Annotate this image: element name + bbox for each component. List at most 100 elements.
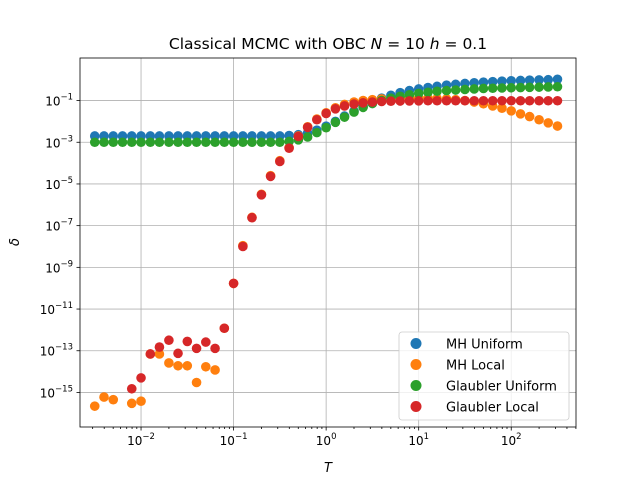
data-point [256, 190, 267, 200]
data-point [228, 278, 239, 289]
x-tick-label: 10−2 [127, 432, 155, 448]
legend-label-glaubler-local: Glaubler Local [446, 401, 539, 416]
data-point [89, 401, 100, 411]
data-point [450, 95, 461, 106]
y-tick-label: 10−5 [45, 176, 73, 192]
data-point [173, 348, 183, 359]
data-point [358, 98, 368, 108]
data-point [321, 122, 331, 133]
data-point [265, 171, 276, 182]
data-point [404, 96, 415, 106]
data-point [469, 95, 480, 106]
data-point [349, 99, 359, 109]
legend-label-mh-uniform: MH Uniform [446, 338, 523, 353]
x-tick-label: 10−1 [220, 432, 248, 448]
data-point [89, 137, 100, 148]
plot-area-frame [79, 57, 577, 428]
x-tick-label: 101 [408, 432, 429, 448]
data-point [117, 137, 128, 148]
data-point [330, 117, 341, 128]
data-point [219, 323, 230, 334]
data-point [506, 95, 517, 106]
data-point [497, 95, 507, 106]
data-point [293, 131, 304, 142]
data-point [136, 396, 146, 407]
data-point [497, 76, 507, 86]
data-point [201, 361, 211, 372]
y-tick-label: 10−13 [40, 343, 73, 359]
data-point [173, 137, 183, 148]
data-point [478, 95, 489, 106]
data-point [506, 75, 517, 86]
data-point [432, 86, 442, 97]
data-point [339, 101, 350, 111]
y-tick-label: 10−9 [45, 259, 73, 275]
data-point [423, 95, 433, 106]
data-points [89, 74, 563, 411]
legend-label-mh-local: MH Local [446, 359, 505, 374]
data-point [210, 343, 220, 354]
data-point [228, 137, 239, 148]
data-point [524, 75, 535, 85]
data-point [238, 137, 248, 148]
data-point [543, 118, 554, 128]
data-point [312, 114, 322, 125]
data-point [182, 137, 193, 148]
data-point [302, 122, 313, 133]
data-point [515, 95, 526, 106]
data-point [238, 241, 248, 252]
data-point [275, 156, 285, 167]
data-point [265, 137, 276, 148]
data-point [478, 83, 489, 94]
data-point [376, 96, 387, 107]
data-point [164, 335, 174, 346]
data-point [515, 75, 526, 86]
data-point [534, 75, 544, 85]
legend-box [398, 331, 570, 421]
data-point [99, 392, 109, 402]
legend-marker-mh-local [410, 359, 422, 370]
data-point [506, 106, 517, 116]
data-point [432, 95, 442, 106]
data-point [534, 114, 544, 125]
data-point [164, 358, 174, 368]
data-point [524, 111, 535, 122]
data-point [126, 398, 137, 409]
data-point [173, 360, 183, 371]
data-point [108, 137, 119, 148]
legend: MH Uniform MH Local Glaubler Uniform Gla… [398, 331, 570, 421]
data-point [395, 96, 405, 106]
data-point [312, 127, 322, 138]
data-point [552, 121, 563, 131]
data-point [154, 349, 165, 359]
data-point [201, 137, 211, 148]
data-point [154, 137, 165, 148]
data-point [136, 137, 146, 148]
y-tick-label: 10−11 [40, 301, 73, 317]
legend-marker-glaubler-local [410, 401, 422, 412]
y-tick-label: 10−1 [45, 93, 73, 109]
data-point [219, 137, 230, 148]
data-point [210, 365, 220, 375]
y-tick-label: 10−7 [45, 218, 73, 234]
data-point [460, 95, 470, 106]
data-point [497, 83, 507, 93]
data-point [99, 137, 109, 148]
data-point [367, 97, 378, 107]
data-point [413, 96, 424, 106]
data-point [423, 87, 433, 98]
series-glaubler-uniform [89, 81, 563, 148]
data-point [552, 74, 563, 85]
data-point [247, 212, 257, 223]
data-point [145, 349, 156, 359]
data-point [136, 373, 146, 383]
data-point [386, 96, 396, 107]
data-point [321, 108, 331, 119]
data-point [191, 137, 202, 148]
data-point [515, 109, 526, 119]
x-axis-label: T [324, 461, 333, 476]
data-point [524, 95, 535, 106]
data-point [413, 88, 424, 99]
data-point [330, 104, 341, 114]
data-point [126, 383, 137, 394]
